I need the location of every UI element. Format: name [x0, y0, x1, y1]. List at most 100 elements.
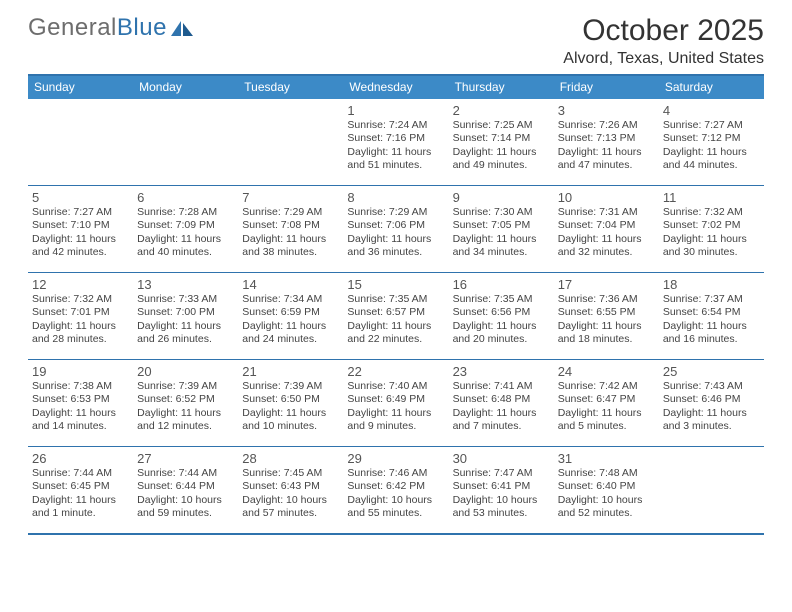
daylight-line: Daylight: 11 hours: [347, 233, 444, 246]
daylight-line: and 34 minutes.: [453, 246, 550, 259]
sunrise-line: Sunrise: 7:34 AM: [242, 293, 339, 306]
daylight-line: and 57 minutes.: [242, 507, 339, 520]
daylight-line: Daylight: 10 hours: [242, 494, 339, 507]
month-title: October 2025: [563, 14, 764, 48]
daylight-line: and 52 minutes.: [558, 507, 655, 520]
day-number: 18: [663, 277, 760, 292]
sunset-line: Sunset: 6:48 PM: [453, 393, 550, 406]
calendar-body: 1Sunrise: 7:24 AMSunset: 7:16 PMDaylight…: [28, 99, 764, 535]
sunrise-line: Sunrise: 7:37 AM: [663, 293, 760, 306]
calendar-cell: 17Sunrise: 7:36 AMSunset: 6:55 PMDayligh…: [554, 273, 659, 359]
sunrise-line: Sunrise: 7:45 AM: [242, 467, 339, 480]
calendar-cell: 4Sunrise: 7:27 AMSunset: 7:12 PMDaylight…: [659, 99, 764, 185]
daylight-line: and 40 minutes.: [137, 246, 234, 259]
calendar-cell: 21Sunrise: 7:39 AMSunset: 6:50 PMDayligh…: [238, 360, 343, 446]
sunrise-line: Sunrise: 7:26 AM: [558, 119, 655, 132]
sunset-line: Sunset: 7:02 PM: [663, 219, 760, 232]
day-number: 25: [663, 364, 760, 379]
day-number: 26: [32, 451, 129, 466]
calendar-cell: 6Sunrise: 7:28 AMSunset: 7:09 PMDaylight…: [133, 186, 238, 272]
day-number: 17: [558, 277, 655, 292]
sunrise-line: Sunrise: 7:33 AM: [137, 293, 234, 306]
daylight-line: and 49 minutes.: [453, 159, 550, 172]
daylight-line: Daylight: 11 hours: [242, 233, 339, 246]
daylight-line: and 1 minute.: [32, 507, 129, 520]
weekday-label: Friday: [554, 76, 659, 99]
calendar-cell: 28Sunrise: 7:45 AMSunset: 6:43 PMDayligh…: [238, 447, 343, 533]
day-number: 31: [558, 451, 655, 466]
calendar-cell: 9Sunrise: 7:30 AMSunset: 7:05 PMDaylight…: [449, 186, 554, 272]
calendar-cell: 23Sunrise: 7:41 AMSunset: 6:48 PMDayligh…: [449, 360, 554, 446]
sunset-line: Sunset: 6:42 PM: [347, 480, 444, 493]
logo: GeneralBlue: [28, 14, 194, 42]
title-block: October 2025 Alvord, Texas, United State…: [563, 14, 764, 68]
daylight-line: Daylight: 11 hours: [453, 407, 550, 420]
sunset-line: Sunset: 6:52 PM: [137, 393, 234, 406]
sunset-line: Sunset: 7:12 PM: [663, 132, 760, 145]
daylight-line: Daylight: 11 hours: [137, 407, 234, 420]
calendar-cell: 7Sunrise: 7:29 AMSunset: 7:08 PMDaylight…: [238, 186, 343, 272]
sunset-line: Sunset: 6:49 PM: [347, 393, 444, 406]
sunrise-line: Sunrise: 7:28 AM: [137, 206, 234, 219]
calendar-cell: 3Sunrise: 7:26 AMSunset: 7:13 PMDaylight…: [554, 99, 659, 185]
sunrise-line: Sunrise: 7:39 AM: [242, 380, 339, 393]
daylight-line: and 7 minutes.: [453, 420, 550, 433]
calendar-cell: 13Sunrise: 7:33 AMSunset: 7:00 PMDayligh…: [133, 273, 238, 359]
day-number: 30: [453, 451, 550, 466]
daylight-line: and 3 minutes.: [663, 420, 760, 433]
daylight-line: and 26 minutes.: [137, 333, 234, 346]
calendar-cell: [659, 447, 764, 533]
daylight-line: Daylight: 11 hours: [347, 407, 444, 420]
daylight-line: and 53 minutes.: [453, 507, 550, 520]
daylight-line: and 51 minutes.: [347, 159, 444, 172]
calendar-cell: 15Sunrise: 7:35 AMSunset: 6:57 PMDayligh…: [343, 273, 448, 359]
sunrise-line: Sunrise: 7:42 AM: [558, 380, 655, 393]
calendar-week: 19Sunrise: 7:38 AMSunset: 6:53 PMDayligh…: [28, 360, 764, 447]
day-number: 11: [663, 190, 760, 205]
sunset-line: Sunset: 6:44 PM: [137, 480, 234, 493]
sunset-line: Sunset: 7:06 PM: [347, 219, 444, 232]
day-number: 28: [242, 451, 339, 466]
day-number: 2: [453, 103, 550, 118]
daylight-line: and 36 minutes.: [347, 246, 444, 259]
sunrise-line: Sunrise: 7:24 AM: [347, 119, 444, 132]
day-number: 23: [453, 364, 550, 379]
calendar-cell: 26Sunrise: 7:44 AMSunset: 6:45 PMDayligh…: [28, 447, 133, 533]
calendar-cell: 27Sunrise: 7:44 AMSunset: 6:44 PMDayligh…: [133, 447, 238, 533]
daylight-line: and 42 minutes.: [32, 246, 129, 259]
calendar-cell: 25Sunrise: 7:43 AMSunset: 6:46 PMDayligh…: [659, 360, 764, 446]
daylight-line: and 47 minutes.: [558, 159, 655, 172]
sunset-line: Sunset: 7:08 PM: [242, 219, 339, 232]
daylight-line: Daylight: 11 hours: [663, 320, 760, 333]
daylight-line: Daylight: 11 hours: [347, 146, 444, 159]
sunset-line: Sunset: 7:04 PM: [558, 219, 655, 232]
sunset-line: Sunset: 6:55 PM: [558, 306, 655, 319]
calendar-week: 1Sunrise: 7:24 AMSunset: 7:16 PMDaylight…: [28, 99, 764, 186]
daylight-line: and 24 minutes.: [242, 333, 339, 346]
daylight-line: Daylight: 10 hours: [558, 494, 655, 507]
daylight-line: and 38 minutes.: [242, 246, 339, 259]
sunset-line: Sunset: 7:16 PM: [347, 132, 444, 145]
sunrise-line: Sunrise: 7:39 AM: [137, 380, 234, 393]
daylight-line: Daylight: 11 hours: [558, 320, 655, 333]
sunrise-line: Sunrise: 7:31 AM: [558, 206, 655, 219]
sunrise-line: Sunrise: 7:27 AM: [663, 119, 760, 132]
daylight-line: Daylight: 11 hours: [453, 233, 550, 246]
sunset-line: Sunset: 7:01 PM: [32, 306, 129, 319]
calendar-cell: 10Sunrise: 7:31 AMSunset: 7:04 PMDayligh…: [554, 186, 659, 272]
location: Alvord, Texas, United States: [563, 50, 764, 68]
logo-text-1: General: [28, 14, 117, 42]
sunrise-line: Sunrise: 7:46 AM: [347, 467, 444, 480]
sunrise-line: Sunrise: 7:48 AM: [558, 467, 655, 480]
weekday-label: Thursday: [449, 76, 554, 99]
day-number: 5: [32, 190, 129, 205]
sunset-line: Sunset: 6:40 PM: [558, 480, 655, 493]
daylight-line: and 22 minutes.: [347, 333, 444, 346]
calendar-cell: 19Sunrise: 7:38 AMSunset: 6:53 PMDayligh…: [28, 360, 133, 446]
daylight-line: and 30 minutes.: [663, 246, 760, 259]
logo-text-2: Blue: [117, 14, 167, 42]
sunrise-line: Sunrise: 7:36 AM: [558, 293, 655, 306]
sunrise-line: Sunrise: 7:29 AM: [242, 206, 339, 219]
calendar-cell: 20Sunrise: 7:39 AMSunset: 6:52 PMDayligh…: [133, 360, 238, 446]
daylight-line: and 20 minutes.: [453, 333, 550, 346]
